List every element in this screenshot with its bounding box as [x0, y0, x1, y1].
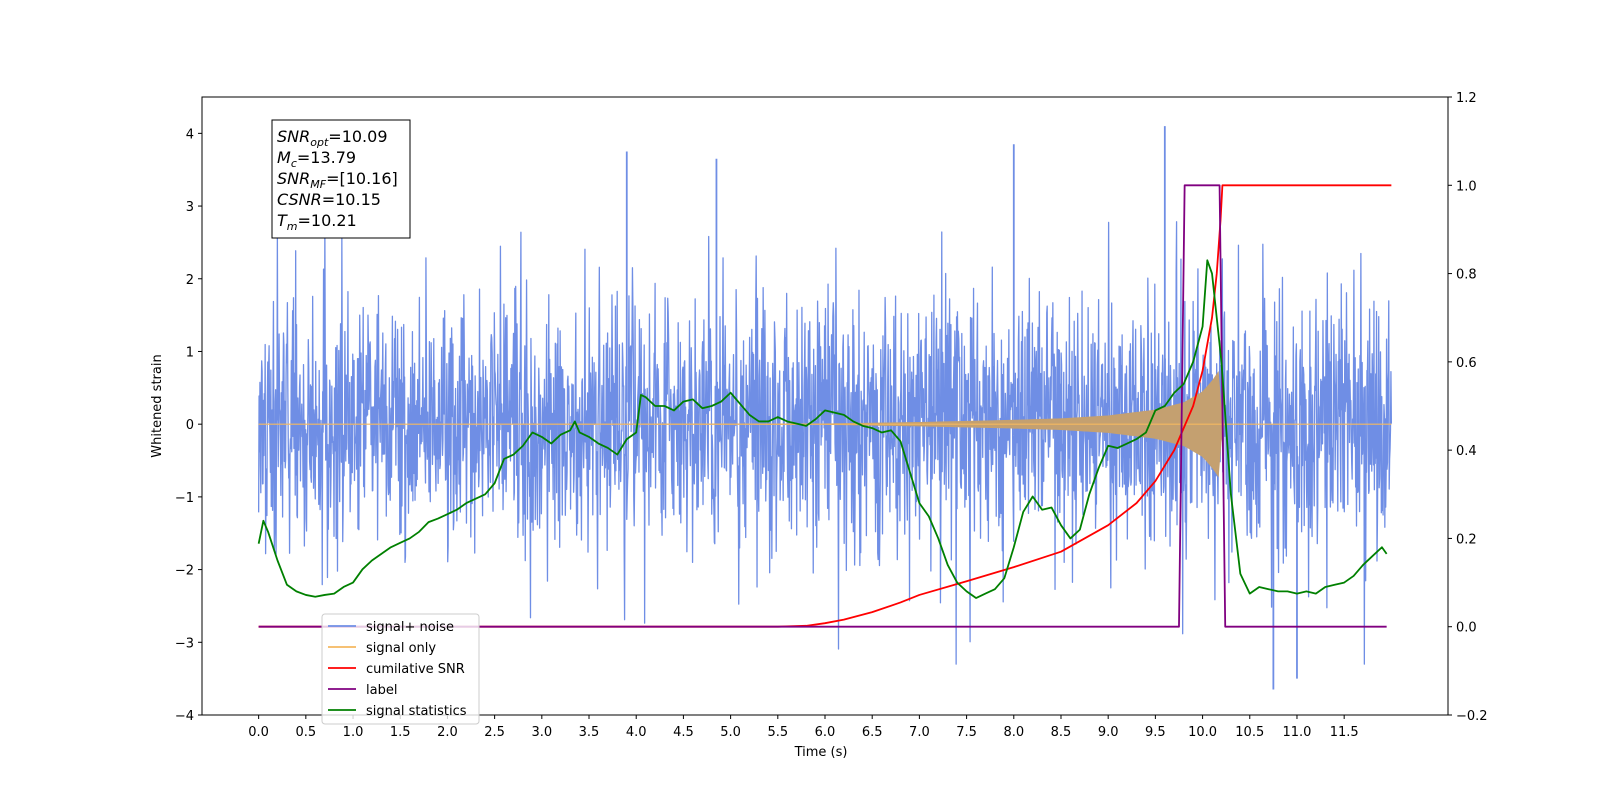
legend-label: label: [366, 683, 397, 698]
x-tick-label: 3.5: [579, 725, 600, 740]
x-tick-label: 4.0: [626, 725, 647, 740]
x-tick-label: 2.0: [437, 725, 458, 740]
y-left-tick-label: −2: [175, 564, 194, 579]
y-axis-left-ticks: 4 3 2 1 0 −1 −2 −3 −4: [175, 127, 202, 724]
x-tick-label: 10.0: [1188, 725, 1217, 740]
x-tick-label: 8.0: [1003, 725, 1024, 740]
x-tick-label: 11.0: [1282, 725, 1311, 740]
x-tick-label: 7.5: [956, 725, 977, 740]
x-axis-ticks: 0.0 0.5 1.0 1.5 2.0 2.5 3.0 3.5 4.0 4.5 5.0 5.5 6.0 6…: [248, 715, 1359, 740]
y-right-tick-label: 0.2: [1456, 532, 1477, 547]
y-left-tick-label: −3: [175, 636, 194, 651]
x-axis-label: Time (s): [794, 745, 848, 760]
x-tick-label: 1.5: [390, 725, 411, 740]
series-layer: [257, 126, 1393, 690]
x-tick-label: 1.0: [343, 725, 364, 740]
y-left-tick-label: 4: [186, 127, 194, 142]
x-tick-label: 3.0: [531, 725, 552, 740]
y-left-tick-label: 3: [186, 200, 194, 215]
y-left-tick-label: −4: [175, 709, 194, 724]
annotation-line: SNRopt=10.09: [277, 127, 388, 149]
x-tick-label: 7.0: [909, 725, 930, 740]
legend-label: cumilative SNR: [366, 662, 465, 677]
y-axis-left-label: Whitened strain: [150, 354, 165, 457]
y-left-tick-label: 0: [186, 418, 194, 433]
annotation-line: Tm=10.21: [277, 211, 357, 233]
x-tick-label: 4.5: [673, 725, 694, 740]
x-tick-label: 10.5: [1235, 725, 1264, 740]
y-right-tick-label: 0.6: [1456, 356, 1477, 371]
annotation-line: Mc=13.79: [277, 148, 356, 170]
y-right-tick-label: 0.0: [1456, 621, 1477, 636]
legend-label: signal statistics: [366, 704, 467, 719]
legend: signal+ noise signal only cumilative SNR la…: [321, 613, 480, 725]
x-tick-label: 0.5: [295, 725, 316, 740]
x-tick-label: 0.0: [248, 725, 269, 740]
x-tick-label: 9.0: [1098, 725, 1119, 740]
y-right-tick-label: 1.0: [1456, 179, 1477, 194]
x-tick-label: 11.5: [1330, 725, 1359, 740]
annotation-frame: [271, 119, 411, 239]
y-left-tick-label: 1: [186, 345, 194, 360]
stats-annotation-box: SNRopt=10.09Mc=13.79SNRMF=[10.16]CSNR=10…: [271, 119, 411, 239]
y-right-tick-label: 0.8: [1456, 268, 1477, 283]
series-signal-statistics: [257, 259, 1388, 599]
x-tick-label: 5.0: [720, 725, 741, 740]
y-left-tick-label: 2: [186, 273, 194, 288]
series-label: [258, 184, 1387, 628]
annotation-line: SNRMF=[10.16]: [277, 169, 398, 191]
x-tick-label: 9.5: [1145, 725, 1166, 740]
legend-frame: [321, 613, 480, 725]
x-tick-label: 8.5: [1051, 725, 1072, 740]
y-right-tick-label: 1.2: [1456, 91, 1477, 106]
x-tick-label: 5.5: [767, 725, 788, 740]
y-right-tick-label: −0.2: [1456, 709, 1488, 724]
x-tick-label: 6.5: [862, 725, 883, 740]
x-tick-label: 2.5: [484, 725, 505, 740]
legend-label: signal only: [366, 641, 436, 656]
annotation-line: CSNR=10.15: [277, 190, 381, 209]
legend-label: signal+ noise: [366, 620, 454, 635]
y-left-tick-label: −1: [175, 491, 194, 506]
y-axis-right-ticks: 1.2 1.0 0.8 0.6 0.4 0.2 0.0 −0.2: [1448, 91, 1488, 724]
y-right-tick-label: 0.4: [1456, 444, 1477, 459]
x-tick-label: 6.0: [815, 725, 836, 740]
